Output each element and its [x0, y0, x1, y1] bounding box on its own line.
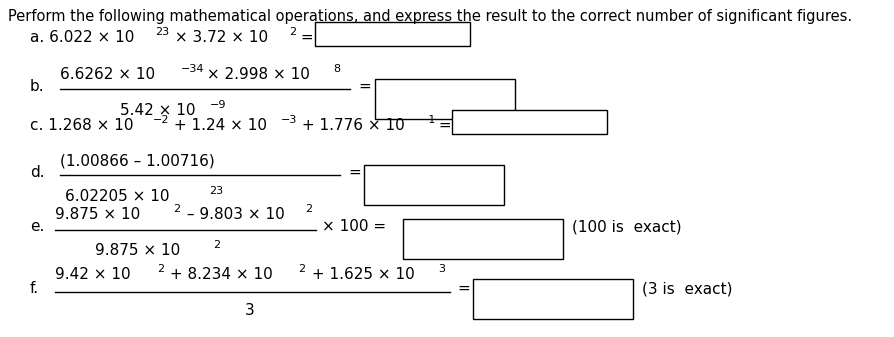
Text: 9.875 × 10: 9.875 × 10 — [95, 243, 181, 258]
Text: 2: 2 — [305, 204, 312, 214]
Text: + 1.625 × 10: + 1.625 × 10 — [307, 267, 415, 282]
Text: −9: −9 — [210, 100, 226, 110]
Text: −34: −34 — [181, 64, 205, 74]
Text: f.: f. — [30, 281, 39, 296]
Text: (3 is  exact): (3 is exact) — [642, 281, 732, 296]
Text: Perform the following mathematical operations, and express the result to the cor: Perform the following mathematical opera… — [8, 9, 852, 24]
Bar — [375, 79, 515, 119]
Text: 6.6262 × 10: 6.6262 × 10 — [60, 67, 156, 82]
Text: b.: b. — [30, 79, 45, 94]
Text: 23: 23 — [209, 186, 224, 196]
Text: + 8.234 × 10: + 8.234 × 10 — [165, 267, 273, 282]
Text: =: = — [348, 165, 361, 180]
Text: e.: e. — [30, 219, 45, 234]
Bar — [364, 165, 504, 205]
Text: + 1.24 × 10: + 1.24 × 10 — [169, 118, 267, 133]
Text: × 3.72 × 10: × 3.72 × 10 — [170, 30, 268, 45]
Text: 8: 8 — [333, 64, 340, 74]
Text: d.: d. — [30, 165, 45, 180]
Text: −3: −3 — [281, 115, 298, 125]
Text: 2: 2 — [289, 27, 296, 37]
Text: + 1.776 × 10: + 1.776 × 10 — [297, 118, 405, 133]
Text: =: = — [457, 281, 469, 296]
Text: 9.42 × 10: 9.42 × 10 — [55, 267, 131, 282]
Text: 3: 3 — [438, 264, 445, 274]
Text: =: = — [434, 118, 451, 133]
Text: 2: 2 — [298, 264, 305, 274]
Text: 9.875 × 10: 9.875 × 10 — [55, 207, 140, 222]
Text: 2: 2 — [173, 204, 180, 214]
Text: × 100 =: × 100 = — [322, 219, 386, 234]
Text: 6.02205 × 10: 6.02205 × 10 — [65, 189, 170, 204]
Text: =: = — [296, 30, 314, 45]
Bar — [473, 279, 633, 319]
Text: – 9.803 × 10: – 9.803 × 10 — [182, 207, 285, 222]
Bar — [315, 22, 470, 46]
Text: a. 6.022 × 10: a. 6.022 × 10 — [30, 30, 134, 45]
Text: =: = — [358, 79, 371, 94]
Bar — [452, 110, 607, 134]
Bar — [403, 219, 563, 259]
Text: 3: 3 — [245, 303, 255, 318]
Text: 2: 2 — [213, 240, 220, 250]
Text: −2: −2 — [153, 115, 170, 125]
Text: (100 is  exact): (100 is exact) — [572, 219, 681, 234]
Text: c. 1.268 × 10: c. 1.268 × 10 — [30, 118, 133, 133]
Text: −1: −1 — [420, 115, 436, 125]
Text: 23: 23 — [155, 27, 169, 37]
Text: 2: 2 — [157, 264, 164, 274]
Text: × 2.998 × 10: × 2.998 × 10 — [202, 67, 310, 82]
Text: (1.00866 – 1.00716): (1.00866 – 1.00716) — [60, 153, 215, 168]
Text: 5.42 × 10: 5.42 × 10 — [120, 103, 196, 118]
